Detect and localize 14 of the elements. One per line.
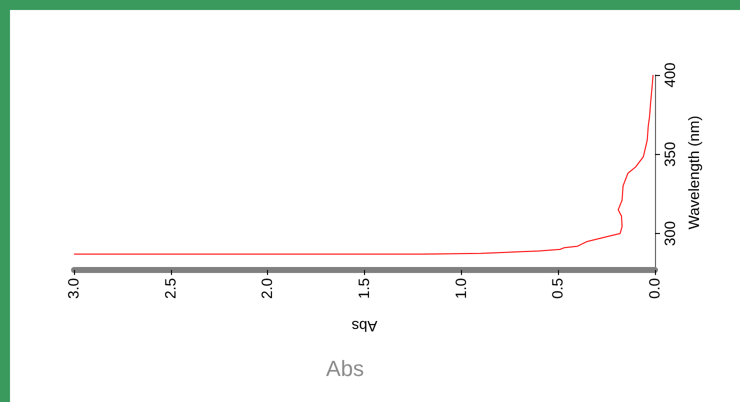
y-axis-title: Wavelength (nm) <box>686 116 703 230</box>
y-tick-label: 400 <box>662 62 679 88</box>
x-tick-label: 2.5 <box>162 278 180 299</box>
line-series <box>74 74 654 255</box>
x-tick-label: 1.5 <box>356 278 373 299</box>
x-tick-label: 3.0 <box>66 278 82 299</box>
text: Abs <box>325 356 365 382</box>
x-tick-label: 0.5 <box>550 278 567 299</box>
y-tick-label: 350 <box>662 142 679 167</box>
x-axis-title: Abs <box>352 317 378 334</box>
x-tick-label: 0.0 <box>646 278 664 299</box>
y-tick-label: 300 <box>662 221 679 246</box>
x-tick-label: 1.0 <box>452 278 470 299</box>
x-tick-label: 2.0 <box>259 278 276 299</box>
